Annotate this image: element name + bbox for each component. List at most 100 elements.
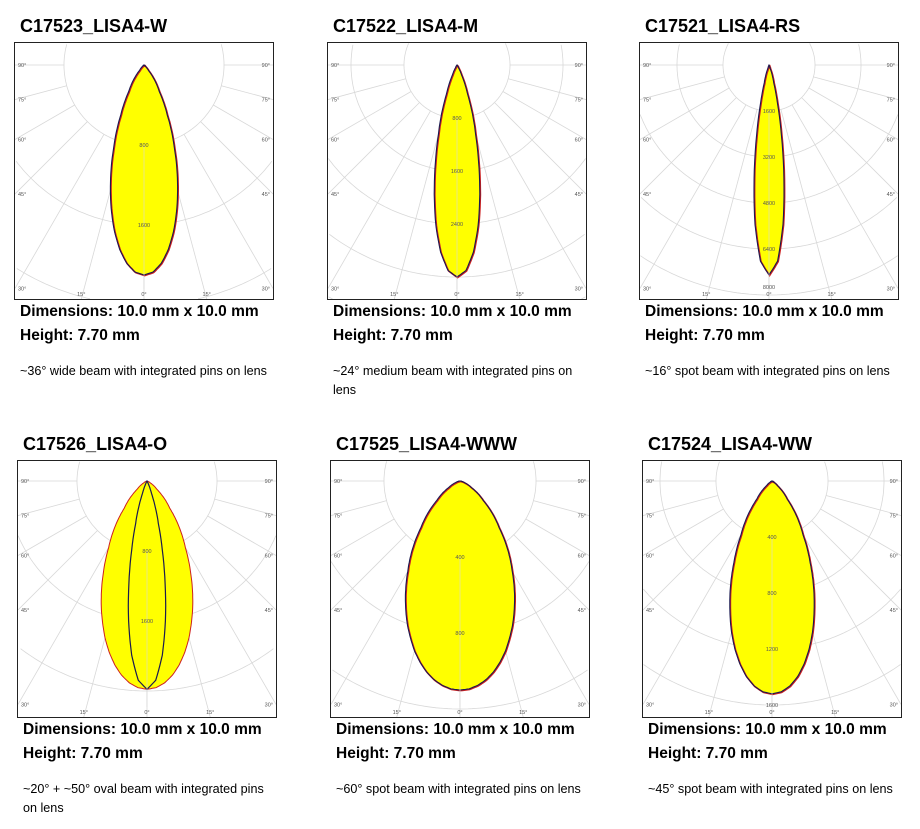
product-description: ~45° spot beam with integrated pins on l…: [648, 782, 893, 796]
angle-label: 90°: [262, 63, 270, 69]
grid-ring: [332, 669, 460, 710]
product-dimensions: Dimensions: 10.0 mm x 10.0 mm: [336, 721, 575, 738]
angle-label: 90°: [334, 479, 342, 485]
angle-label: 30°: [21, 702, 29, 708]
product-dimensions: Dimensions: 10.0 mm x 10.0 mm: [333, 303, 572, 320]
product-height: Height: 7.70 mm: [648, 745, 768, 762]
grid-spoke: [393, 116, 444, 299]
angle-label: 45°: [887, 192, 895, 198]
angle-label: 15°: [77, 292, 85, 298]
grid-spoke: [643, 508, 724, 556]
grid-ring: [457, 233, 585, 278]
grid-spoke: [183, 134, 273, 289]
angle-label: 75°: [643, 98, 651, 104]
product-title: C17526_LISA4-O: [23, 434, 168, 454]
angle-label: 75°: [265, 514, 273, 520]
angle-label: 15°: [516, 292, 524, 298]
product-height: Height: 7.70 mm: [333, 327, 453, 344]
angle-label: 90°: [575, 63, 583, 69]
angle-label: 45°: [646, 608, 654, 614]
ring-label: 1600: [141, 619, 153, 625]
grid-spoke: [331, 500, 387, 516]
product-title: C17521_LISA4-RS: [645, 16, 801, 36]
angle-label: 75°: [578, 514, 586, 520]
grid-ring: [457, 44, 564, 172]
angle-label: 45°: [21, 608, 29, 614]
product-dimensions: Dimensions: 10.0 mm x 10.0 mm: [20, 303, 259, 320]
ring-label: 800: [452, 116, 461, 122]
polar-intensity-diagram: 0° 15° 15° 30° 30° 45° 45° 60° 60° 75° 75° 90° 90° 80…: [14, 42, 274, 300]
angle-label: 0°: [769, 710, 774, 716]
angle-label: 0°: [454, 292, 459, 298]
angle-label: 60°: [18, 137, 26, 143]
ring-label: 2400: [451, 222, 463, 228]
grid-spoke: [643, 495, 719, 516]
grid-spoke: [18, 498, 80, 516]
grid-spoke: [643, 520, 733, 611]
ring-label: 400: [455, 555, 464, 561]
angle-label: 90°: [331, 63, 339, 69]
grid-spoke: [502, 91, 586, 140]
angle-label: 30°: [334, 702, 342, 708]
ring-label: 800: [139, 143, 148, 149]
angle-label: 30°: [890, 702, 898, 708]
grid-ring: [457, 43, 511, 119]
grid-ring: [197, 268, 272, 299]
angle-label: 45°: [575, 192, 583, 198]
angle-label: 15°: [828, 292, 836, 298]
grid-spoke: [18, 515, 87, 556]
angle-label: 0°: [144, 710, 149, 716]
grid-spoke: [640, 97, 737, 195]
angle-label: 30°: [331, 286, 339, 292]
angle-label: 75°: [331, 98, 339, 104]
grid-spoke: [483, 110, 586, 289]
angle-label: 60°: [265, 553, 273, 559]
angle-label: 60°: [334, 553, 342, 559]
grid-ring: [676, 44, 769, 158]
angle-label: 15°: [206, 710, 214, 716]
angle-label: 30°: [265, 702, 273, 708]
polar-intensity-diagram: 0° 15° 15° 30° 30° 45° 45° 60° 60° 75° 75° 90° 90° 40…: [642, 460, 902, 718]
angle-label: 15°: [203, 292, 211, 298]
grid-ring: [20, 648, 147, 692]
product-dimensions: Dimensions: 10.0 mm x 10.0 mm: [645, 303, 884, 320]
grid-ring: [581, 296, 586, 299]
ring-label: 1600: [763, 109, 775, 115]
grid-spoke: [643, 529, 745, 705]
ring-label: 8000: [763, 285, 775, 291]
grid-spoke: [331, 534, 407, 611]
grid-spoke: [525, 518, 589, 556]
angle-label: 30°: [887, 286, 895, 292]
angle-label: 30°: [646, 702, 654, 708]
angle-label: 90°: [890, 479, 898, 485]
grid-spoke: [18, 541, 113, 705]
angle-label: 75°: [262, 98, 270, 104]
polar-intensity-diagram: 0° 15° 15° 30° 30° 45° 45° 60° 60° 75° 75° 90° 90° 80…: [327, 42, 587, 300]
grid-ring: [769, 114, 898, 204]
angle-label: 60°: [331, 137, 339, 143]
grid-spoke: [640, 104, 747, 289]
angle-label: 75°: [887, 98, 895, 104]
angle-label: 45°: [18, 192, 26, 198]
angle-label: 45°: [265, 608, 273, 614]
grid-spoke: [494, 102, 586, 195]
angle-label: 15°: [393, 710, 401, 716]
grid-spoke: [799, 529, 901, 705]
angle-label: 45°: [331, 192, 339, 198]
angle-label: 75°: [646, 514, 654, 520]
product-title: C17522_LISA4-M: [333, 16, 479, 36]
ring-label: 1600: [766, 703, 778, 709]
grid-spoke: [508, 78, 586, 100]
grid-ring: [722, 43, 769, 112]
ring-label: 3200: [763, 155, 775, 161]
angle-label: 15°: [831, 710, 839, 716]
grid-spoke: [15, 104, 75, 140]
grid-spoke: [813, 76, 898, 100]
grid-spoke: [331, 546, 423, 705]
grid-spoke: [801, 97, 898, 195]
grid-ring: [769, 44, 862, 158]
angle-label: 30°: [18, 286, 26, 292]
product-height: Height: 7.70 mm: [645, 327, 765, 344]
angle-label: 30°: [262, 286, 270, 292]
grid-ring: [328, 296, 333, 299]
